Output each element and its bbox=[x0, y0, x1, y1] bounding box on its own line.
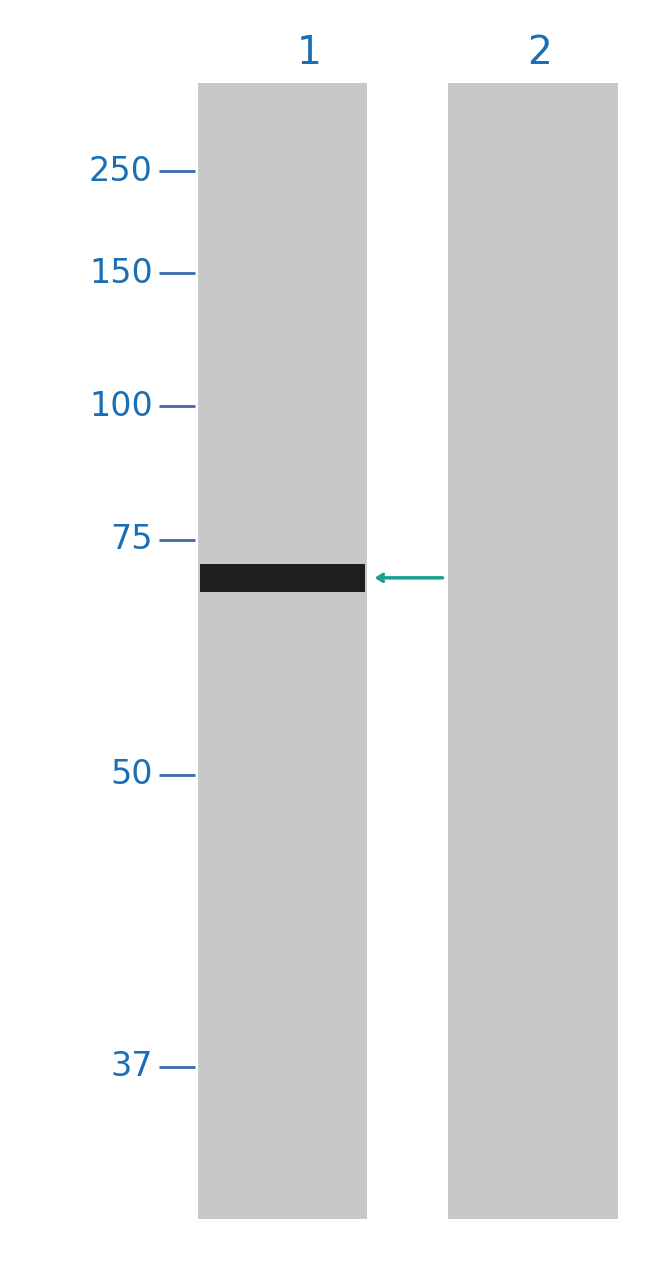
Text: 2: 2 bbox=[527, 34, 552, 72]
Text: 75: 75 bbox=[111, 523, 153, 556]
Text: 37: 37 bbox=[111, 1050, 153, 1083]
Bar bbox=[198, 83, 367, 1219]
Text: 1: 1 bbox=[296, 34, 321, 72]
Bar bbox=[448, 83, 618, 1219]
Text: 50: 50 bbox=[111, 758, 153, 791]
Text: 100: 100 bbox=[89, 390, 153, 423]
Text: 150: 150 bbox=[89, 257, 153, 290]
Text: 250: 250 bbox=[89, 155, 153, 188]
Bar bbox=[200, 564, 365, 592]
